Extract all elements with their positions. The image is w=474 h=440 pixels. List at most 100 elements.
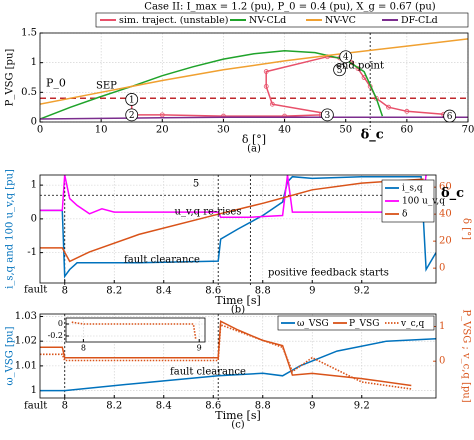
legend-label: sim. traject. (unstable): [119, 15, 228, 26]
reference-label: P_0: [46, 76, 66, 89]
x-tick-label: 8.2: [106, 286, 122, 297]
series-point: [263, 84, 269, 89]
caption: (b): [231, 305, 245, 316]
annotation: fault clearance: [170, 367, 246, 378]
state-marker: [443, 109, 457, 123]
y-tick-label: 1.5: [21, 28, 37, 39]
state-marker-label: 5: [337, 66, 343, 76]
x-tick-label: 40: [278, 125, 291, 136]
legend-label: DF-CLd: [401, 15, 438, 26]
caption: (a): [247, 144, 261, 155]
series-point: [404, 108, 410, 114]
state-marker-label: 1: [129, 95, 135, 105]
x-tick-label: 8.8: [255, 401, 271, 412]
y-tick-label: -0.2: [48, 331, 63, 340]
reference-label: δ_c: [361, 128, 384, 143]
annotation: u_v,q re-rises: [175, 207, 242, 218]
state-marker-label: 6: [447, 112, 453, 122]
figure-title: Case II: I_max = 1.2 (pu), P_0 = 0.4 (pu…: [144, 2, 436, 13]
plot-frame: [39, 313, 437, 399]
x-tick-label: 8.6: [205, 286, 221, 297]
state-marker-label: 4: [343, 53, 349, 63]
y2-axis-label: δ [°]: [461, 218, 472, 240]
x-tick-label: 60: [400, 125, 413, 136]
legend-label: ω_VSG: [297, 319, 329, 329]
state-marker-label: 3: [325, 111, 331, 121]
legend-label: i_s,q: [402, 184, 423, 194]
x-tick-label: 70: [462, 125, 474, 136]
plot-frame: [39, 32, 469, 123]
y-tick-label: 0: [31, 117, 37, 128]
plot-area: [66, 318, 205, 342]
x-tick-label: 50: [339, 125, 352, 136]
y-axis-label: i_s,q and 100 u_v,q [pu]: [5, 169, 16, 289]
x-tick-label: 8: [62, 286, 68, 297]
series-line: [40, 116, 468, 120]
annotation: fault: [24, 285, 47, 296]
legend-label: v_c,q: [400, 319, 424, 329]
legend-box: [95, 12, 469, 28]
x-tick-label: 8.4: [156, 286, 172, 297]
annotation: end point: [336, 61, 384, 72]
x-axis-label: Time [s]: [215, 294, 261, 307]
series-line: [40, 38, 468, 105]
state-marker: [339, 50, 353, 64]
y-axis-label: P_VSG [pu]: [5, 49, 16, 107]
state-marker: [333, 63, 347, 77]
x-tick-label: 8.8: [255, 286, 271, 297]
x-axis-label: δ [°]: [242, 133, 266, 146]
y2-tick-label: 1: [439, 321, 445, 332]
series-line: [40, 178, 424, 263]
state-marker: [125, 108, 139, 122]
x-tick-label: 9: [309, 401, 315, 412]
y-tick-label: 1.03: [15, 311, 37, 322]
y2-tick-label: 0: [439, 356, 445, 367]
x-tick-label: 8: [62, 401, 68, 412]
x-tick-label: 9.2: [354, 286, 370, 297]
legend-label: P_VSG: [349, 319, 379, 329]
annotation: positive feedback starts: [268, 268, 389, 279]
x-tick-label: 9: [197, 343, 202, 352]
state-marker-label: 2: [129, 111, 135, 121]
x-tick-label: 9.2: [354, 401, 370, 412]
x-tick-label: 10: [95, 125, 108, 136]
y-tick-label: 0: [31, 213, 37, 224]
x-tick-label: 8.2: [106, 401, 122, 412]
x-tick-label: 9: [309, 286, 315, 297]
y-tick-label: 0.5: [21, 87, 37, 98]
legend-label: NV-CLd: [249, 15, 286, 26]
x-axis-label: Time [s]: [215, 409, 261, 422]
plot-frame: [39, 174, 437, 284]
plot-frame: [65, 317, 206, 343]
y-tick-label: 0: [58, 319, 63, 328]
series-point: [386, 104, 391, 110]
series-line: [71, 321, 197, 340]
y-tick-label: 1: [31, 180, 37, 191]
state-marker: [125, 93, 139, 106]
y-axis-label: ω_VSG [pu]: [5, 326, 16, 385]
annotation: 5: [193, 179, 199, 190]
series-point: [263, 69, 269, 74]
y-tick-label: 1: [31, 57, 37, 68]
y-tick-label: 1.01: [15, 360, 37, 371]
x-tick-label: 8.4: [156, 401, 172, 412]
annotation: fault: [24, 401, 47, 412]
y2-tick-label: 20: [439, 236, 452, 247]
reference-label: δ_c: [441, 186, 464, 201]
y-tick-label: 1: [31, 385, 37, 396]
state-marker: [320, 108, 334, 122]
x-tick-label: 30: [217, 125, 230, 136]
legend-box: [277, 315, 435, 331]
y-tick-label: 1.02: [15, 336, 37, 347]
series-line: [40, 337, 436, 392]
legend-label: NV-VC: [325, 15, 356, 26]
annotation: SEP: [96, 81, 117, 92]
x-tick-label: 20: [156, 125, 169, 136]
x-tick-label: 8.6: [205, 401, 221, 412]
series-line: [40, 175, 436, 279]
y2-tick-label: 60: [439, 182, 452, 193]
y2-tick-label: 40: [439, 209, 452, 220]
series-point: [282, 113, 287, 119]
x-tick-label: 0: [37, 125, 43, 136]
